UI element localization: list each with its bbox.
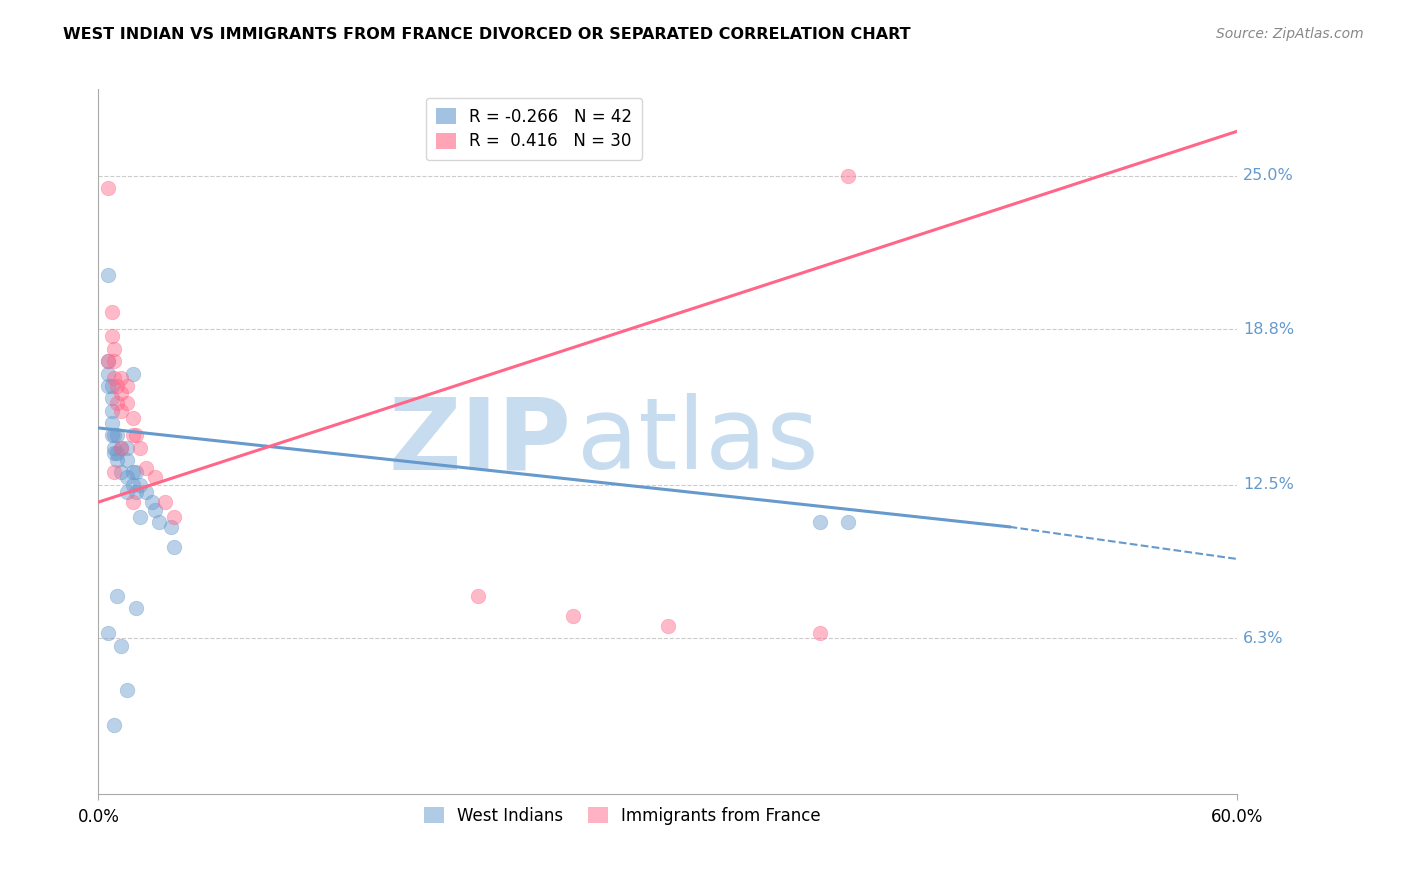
Point: [121, 466, 143, 480]
Point: [103, 371, 125, 385]
Point: [129, 478, 152, 492]
Point: [107, 428, 129, 442]
Text: 25.0%: 25.0%: [1243, 169, 1294, 183]
Point: [163, 510, 186, 524]
Point: [467, 589, 489, 603]
Point: [125, 485, 148, 500]
Point: [163, 540, 186, 554]
Point: [145, 502, 167, 516]
Point: [125, 601, 148, 615]
Point: [110, 403, 132, 417]
Point: [103, 445, 125, 459]
Point: [103, 342, 125, 356]
Point: [100, 329, 122, 343]
Point: [110, 371, 132, 385]
Point: [837, 169, 859, 183]
Point: [97, 367, 120, 381]
Point: [100, 379, 122, 393]
Point: [121, 428, 143, 442]
Point: [103, 717, 125, 731]
Point: [97, 354, 120, 368]
Point: [103, 441, 125, 455]
Point: [107, 445, 129, 459]
Point: [129, 441, 152, 455]
Point: [97, 268, 120, 282]
Point: [115, 453, 138, 467]
Point: [100, 391, 122, 405]
Text: 6.3%: 6.3%: [1243, 631, 1284, 646]
Point: [129, 510, 152, 524]
Point: [100, 428, 122, 442]
Point: [100, 304, 122, 318]
Point: [107, 453, 129, 467]
Point: [115, 683, 138, 698]
Point: [97, 181, 120, 195]
Text: atlas: atlas: [576, 393, 818, 490]
Text: 12.5%: 12.5%: [1243, 477, 1294, 492]
Text: WEST INDIAN VS IMMIGRANTS FROM FRANCE DIVORCED OR SEPARATED CORRELATION CHART: WEST INDIAN VS IMMIGRANTS FROM FRANCE DI…: [63, 27, 911, 42]
Point: [808, 626, 831, 640]
Point: [115, 396, 138, 410]
Point: [103, 466, 125, 480]
Point: [159, 520, 181, 534]
Point: [145, 470, 167, 484]
Point: [148, 515, 170, 529]
Point: [110, 441, 132, 455]
Text: 18.8%: 18.8%: [1243, 321, 1294, 336]
Point: [103, 354, 125, 368]
Point: [97, 626, 120, 640]
Point: [125, 428, 148, 442]
Point: [121, 367, 143, 381]
Point: [121, 495, 143, 509]
Point: [110, 441, 132, 455]
Point: [121, 478, 143, 492]
Point: [115, 441, 138, 455]
Point: [110, 639, 132, 653]
Point: [115, 379, 138, 393]
Point: [107, 396, 129, 410]
Point: [562, 608, 585, 623]
Point: [115, 485, 138, 500]
Text: Source: ZipAtlas.com: Source: ZipAtlas.com: [1216, 27, 1364, 41]
Point: [837, 515, 859, 529]
Point: [115, 470, 138, 484]
Point: [110, 466, 132, 480]
Text: ZIP: ZIP: [388, 393, 571, 490]
Point: [808, 515, 831, 529]
Point: [100, 416, 122, 430]
Point: [100, 403, 122, 417]
Point: [97, 379, 120, 393]
Point: [125, 466, 148, 480]
Point: [135, 485, 157, 500]
Point: [121, 411, 143, 425]
Point: [107, 589, 129, 603]
Point: [110, 386, 132, 401]
Point: [141, 495, 163, 509]
Point: [135, 460, 157, 475]
Point: [153, 495, 176, 509]
Legend: West Indians, Immigrants from France: West Indians, Immigrants from France: [413, 797, 831, 835]
Point: [97, 354, 120, 368]
Point: [107, 379, 129, 393]
Point: [103, 428, 125, 442]
Point: [657, 619, 679, 633]
